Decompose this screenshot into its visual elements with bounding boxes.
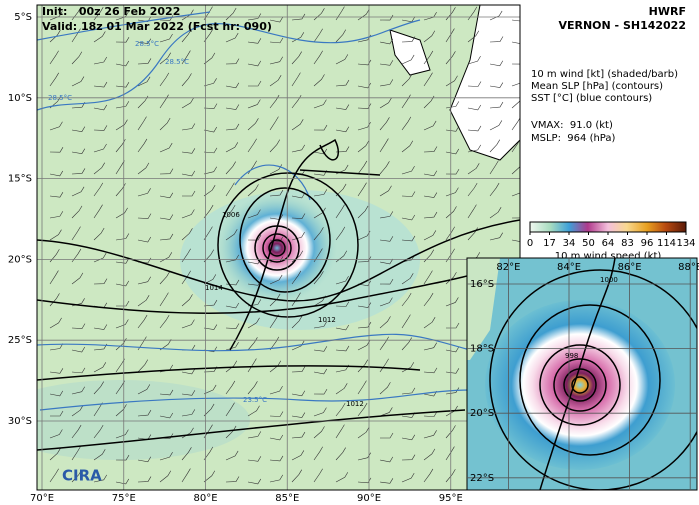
contour-label: 1006	[222, 211, 240, 219]
valid: Valid: 18z 01 Mar 2022 (Fcst hr: 090)	[42, 20, 272, 33]
main-map	[37, 5, 520, 490]
contour-label: 1014	[205, 284, 223, 292]
storm: VERNON - SH142022	[558, 19, 686, 32]
colorbar-tick-label: 83	[621, 238, 634, 249]
colorbar-tick-label: 17	[543, 238, 556, 249]
mslp: MSLP: 964 (hPa)	[531, 133, 616, 144]
contour-label: 1000	[600, 276, 618, 284]
lat-label: 10°S	[8, 93, 32, 104]
inset: 82°E 84°E 86°E 88°E 16°S 18°S 20°S 22°S 1000 99…	[466, 257, 699, 491]
contour-label: 23.5°C	[243, 396, 267, 404]
lat-label: 18°S	[470, 344, 494, 355]
colorbar-tick-label: 50	[582, 238, 595, 249]
lon-label: 90°E	[357, 493, 381, 504]
colorbar-tick-label: 64	[602, 238, 615, 249]
lon-label: 85°E	[275, 493, 299, 504]
lon-label: 75°E	[112, 493, 136, 504]
vmax: VMAX: 91.0 (kt)	[531, 120, 613, 131]
contour-label: 28.5°C	[165, 58, 189, 66]
init: Init: 00z 26 Feb 2022	[42, 5, 180, 18]
lat-label: 16°S	[470, 279, 494, 290]
lon-label: 70°E	[30, 493, 54, 504]
map-frame	[36, 4, 521, 491]
lat-label: 20°S	[470, 408, 494, 419]
legend-line: 10 m wind [kt] (shaded/barb)	[531, 69, 678, 80]
lon-label: 86°E	[618, 262, 642, 273]
logo: CIRA	[62, 467, 102, 485]
legend-line: SST [°C] (blue contours)	[531, 93, 652, 104]
lon-label: 95°E	[439, 493, 463, 504]
lon-label: 88°E	[678, 262, 699, 273]
lon-label: 80°E	[193, 493, 217, 504]
contour-label: 28.5°C	[135, 40, 159, 48]
contour-label: 998	[565, 352, 578, 360]
model: HWRF	[649, 5, 686, 18]
colorbar-tick-label: 34	[563, 238, 576, 249]
colorbar-tick-label: 114	[657, 238, 676, 249]
colorbar-label: 10 m wind speed (kt)	[555, 251, 662, 262]
colorbar	[529, 221, 687, 233]
grid: 70°E 75°E 80°E 85°E 90°E 95°E 5°S 10°S 15°S 20°S 2…	[8, 5, 520, 504]
contour-label: 1012	[318, 316, 336, 324]
lat-label: 30°S	[8, 416, 32, 427]
colorbar-tick-label: 0	[527, 238, 533, 249]
lon-label: 82°E	[496, 262, 520, 273]
colorbar-tick-label: 134	[676, 238, 695, 249]
lat-label: 15°S	[8, 174, 32, 185]
lat-label: 25°S	[8, 335, 32, 346]
lat-label: 22°S	[470, 473, 494, 484]
lat-label: 5°S	[14, 12, 32, 23]
colorbar-tick-label: 96	[641, 238, 654, 249]
lat-label: 20°S	[8, 254, 32, 265]
legend-line: Mean SLP [hPa] (contours)	[531, 81, 663, 92]
contour-label: 28.5°C	[48, 94, 72, 102]
lon-label: 84°E	[557, 262, 581, 273]
contour-label: 1012	[346, 400, 364, 408]
